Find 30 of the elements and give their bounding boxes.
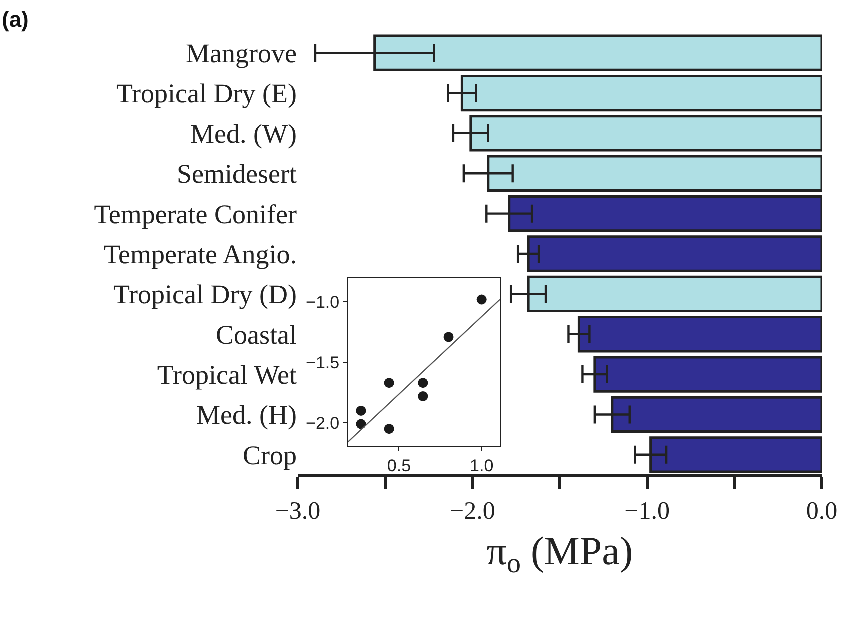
text: (a) (2, 7, 29, 32)
y-tick-label: −1.5 (306, 354, 340, 373)
point (418, 378, 428, 388)
y-tick-label: Med. (W) (190, 118, 297, 149)
y-tick-label: Tropical Dry (E) (116, 78, 297, 109)
point (418, 391, 428, 402)
y-tick-label: Temperate Conifer (94, 199, 298, 230)
x-axis-title: π$_{o}$ (MPa) (486, 528, 634, 580)
point (444, 332, 454, 342)
x-tick-label: −2.0 (450, 498, 496, 525)
y-tick-label: Tropical Dry (D) (114, 280, 297, 310)
x-tick-label: −1.0 (624, 498, 670, 525)
x-tick-label: −3.0 (275, 498, 321, 525)
point (356, 406, 366, 416)
x-tick-label: 0.5 (387, 456, 412, 476)
y-tick-label: Med. (H) (196, 400, 297, 430)
y-tick-label: Tropical Wet (157, 360, 298, 390)
y-tick-label: Coastal (216, 320, 297, 350)
point (476, 294, 487, 305)
y-tick-label: Crop (243, 440, 297, 470)
point (384, 378, 394, 388)
point (384, 424, 394, 434)
point (356, 419, 366, 430)
y-tick-label: Semidesert (177, 159, 298, 190)
x-tick-label: 0.0 (806, 498, 838, 525)
y-tick-label: −2.0 (306, 414, 340, 433)
y-tick-label: −1.0 (306, 293, 340, 312)
y-tick-label: Mangrove (186, 38, 298, 69)
y-tick-label: Temperate Angio. (104, 239, 297, 270)
x-tick-label: 1.0 (470, 456, 494, 476)
